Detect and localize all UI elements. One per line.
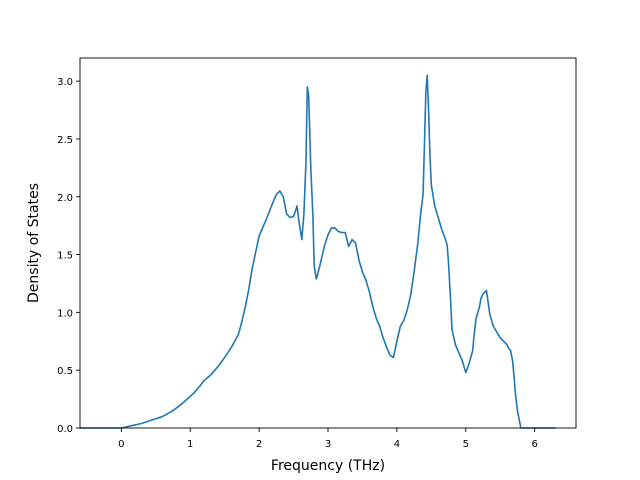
plot-area [80, 74, 556, 429]
y-tick-label: 3.0 [57, 77, 73, 88]
x-tick-label: 2 [256, 439, 262, 450]
dos-series-line-0 [80, 74, 556, 429]
x-tick-label: 3 [325, 439, 331, 450]
x-tick-label: 0 [118, 439, 124, 450]
y-tick-label: 2.5 [57, 135, 73, 146]
y-tick-label: 1.0 [57, 308, 73, 319]
x-axis-ticks: 0 1 2 3 4 5 6 [118, 428, 538, 450]
y-axis-title: Density of States [26, 183, 42, 303]
x-tick-label: 5 [463, 439, 469, 450]
x-tick-label: 6 [531, 439, 537, 450]
x-axis-title: Frequency (THz) [271, 458, 385, 474]
y-tick-label: 0.5 [57, 366, 73, 377]
y-axis-ticks: 0.0 0.5 1.0 1.5 2.0 2.5 3.0 [57, 77, 80, 435]
y-tick-label: 0.0 [57, 424, 73, 435]
x-tick-label: 1 [187, 439, 193, 450]
axes-frame [79, 57, 577, 429]
y-tick-label: 2.0 [57, 193, 73, 204]
x-tick-label: 4 [394, 439, 400, 450]
y-tick-label: 1.5 [57, 251, 73, 262]
